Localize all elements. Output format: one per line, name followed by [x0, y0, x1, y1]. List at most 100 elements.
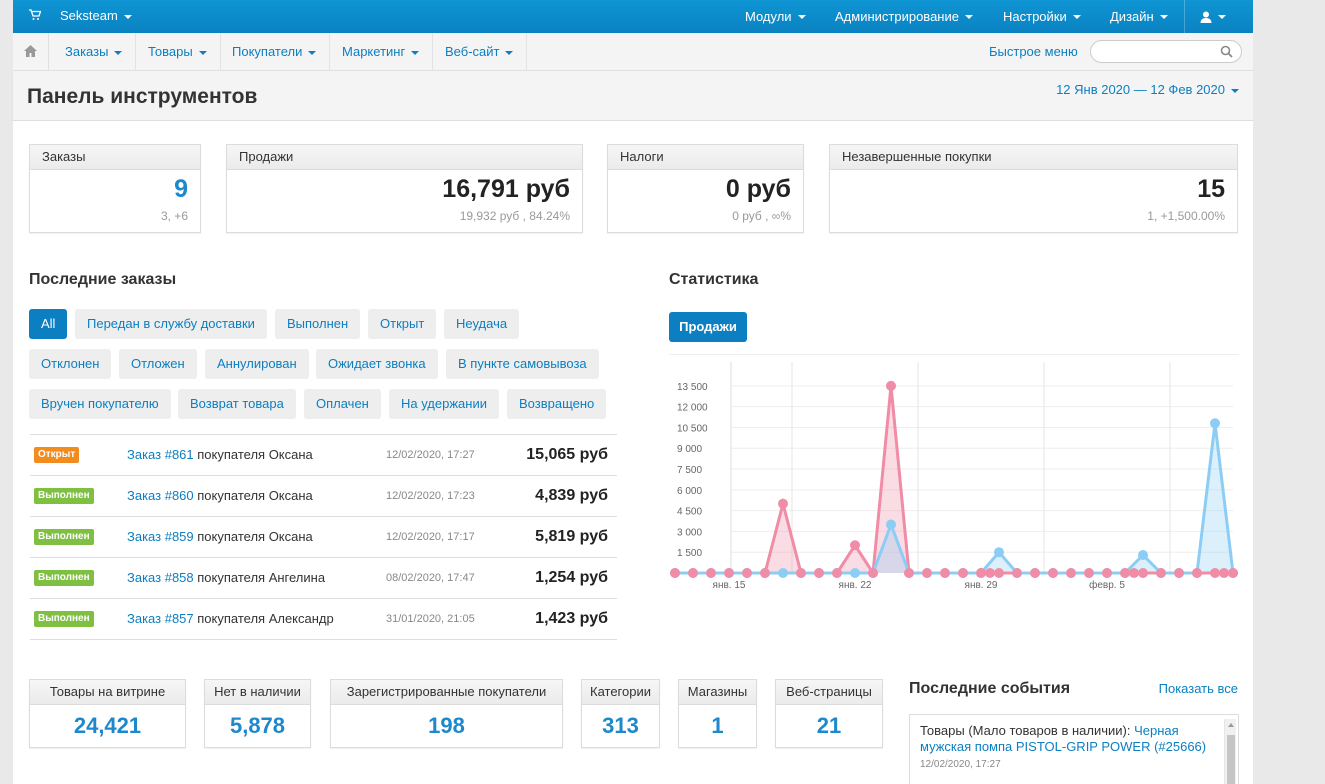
filter-pickup-point[interactable]: В пункте самовывоза [446, 349, 599, 379]
nav-marketing[interactable]: Маркетинг [329, 33, 434, 70]
order-link-text: Заказ #858 покупателя Ангелина [127, 570, 325, 585]
kpi-taxes[interactable]: Налоги 0 руб 0 руб , ∞% [607, 144, 804, 233]
data-point [796, 568, 806, 578]
kpi-orders[interactable]: Заказы 9 3, +6 [29, 144, 201, 233]
filter-paid[interactable]: Оплачен [304, 389, 381, 419]
kpi-label: Налоги [608, 145, 803, 170]
table-row[interactable]: Открыт Заказ #861 покупателя Оксана 12/0… [30, 435, 617, 476]
table-row[interactable]: Выполнен Заказ #860 покупателя Оксана 12… [30, 476, 617, 517]
order-customer: покупателя Оксана [197, 447, 313, 462]
scrollbar-thumb[interactable] [1227, 735, 1235, 784]
data-point [670, 568, 680, 578]
search-icon[interactable] [1220, 45, 1233, 58]
secondary-navbar: Заказы Товары Покупатели Маркетинг Веб-с… [13, 33, 1253, 71]
user-menu[interactable] [1200, 0, 1226, 33]
scroll-up-icon[interactable] [1228, 723, 1234, 727]
data-point [850, 568, 860, 578]
order-link[interactable]: Заказ #859 [127, 529, 194, 544]
order-link[interactable]: Заказ #858 [127, 570, 194, 585]
chevron-down-icon [114, 50, 123, 55]
stat-registered-customers[interactable]: Зарегистрированные покупатели 198 [330, 679, 563, 748]
chevron-down-icon [123, 14, 132, 19]
filter-shipped[interactable]: Передан в службу доставки [75, 309, 267, 339]
sales-chart: 1 500 3 000 4 500 6 000 7 500 9 000 10 500 12 0… [669, 353, 1239, 599]
menu-settings[interactable]: Настройки [1003, 0, 1081, 33]
filter-returned-goods[interactable]: Возврат товара [178, 389, 296, 419]
kpi-value: 15 [1197, 175, 1225, 203]
stat-label: Зарегистрированные покупатели [331, 680, 562, 705]
list-item: Товары (Мало товаров в наличии): Черная … [920, 723, 1210, 773]
home-button[interactable] [13, 33, 49, 70]
recent-orders-title: Последние заказы [29, 271, 177, 288]
filter-all[interactable]: All [29, 309, 68, 339]
table-row[interactable]: Выполнен Заказ #858 покупателя Ангелина … [30, 558, 617, 599]
cart-icon[interactable] [29, 9, 41, 21]
filter-refunded[interactable]: Возвращено [507, 389, 607, 419]
menu-administration[interactable]: Администрирование [835, 0, 973, 33]
search-input[interactable] [1101, 43, 1216, 61]
filter-completed[interactable]: Выполнен [275, 309, 361, 339]
chevron-down-icon [797, 14, 806, 19]
sales-chart-svg: 1 500 3 000 4 500 6 000 7 500 9 000 10 500 12 0… [669, 353, 1239, 591]
event-link[interactable]: Черная мужская помпа PISTOL-GRIP POWER (… [920, 723, 1207, 754]
y-tick-label: 1 500 [677, 548, 702, 559]
statistics-title: Статистика [669, 271, 759, 288]
data-point [1210, 568, 1220, 578]
stat-value: 24,421 [73, 713, 142, 738]
data-point [1066, 568, 1076, 578]
stat-label: Нет в наличии [205, 680, 310, 705]
data-point [1219, 568, 1229, 578]
tab-sales[interactable]: Продажи [669, 312, 747, 342]
filter-failed[interactable]: Неудача [444, 309, 520, 339]
order-total: 1,254 руб [535, 569, 608, 586]
order-date: 12/02/2020, 17:27 [386, 449, 475, 461]
stat-web-pages[interactable]: Веб-страницы 21 [775, 679, 883, 748]
nav-website[interactable]: Веб-сайт [432, 33, 528, 70]
stat-stores[interactable]: Магазины 1 [678, 679, 757, 748]
stat-categories[interactable]: Категории 313 [581, 679, 660, 748]
date-range-picker[interactable]: 12 Янв 2020 — 12 Фев 2020 [1056, 82, 1239, 97]
y-tick-label: 4 500 [677, 507, 702, 518]
stat-label: Товары на витрине [30, 680, 185, 705]
table-row[interactable]: Выполнен Заказ #857 покупателя Александр… [30, 599, 617, 640]
data-point [1120, 568, 1130, 578]
nav-products[interactable]: Товары [135, 33, 221, 70]
menu-design-label: Дизайн [1110, 9, 1154, 24]
filter-cancelled[interactable]: Аннулирован [205, 349, 309, 379]
filter-backordered[interactable]: Отложен [119, 349, 197, 379]
menu-design[interactable]: Дизайн [1110, 0, 1168, 33]
kpi-abandoned-carts[interactable]: Незавершенные покупки 15 1, +1,500.00% [829, 144, 1238, 233]
order-link[interactable]: Заказ #860 [127, 488, 194, 503]
store-switcher[interactable]: Seksteam [60, 8, 132, 23]
quick-menu-link[interactable]: Быстрое меню [989, 44, 1078, 59]
filter-delivered[interactable]: Вручен покупателю [29, 389, 171, 419]
stat-value: 5,878 [229, 713, 286, 738]
stat-showcase-products[interactable]: Товары на витрине 24,421 [29, 679, 186, 748]
order-link[interactable]: Заказ #857 [127, 611, 194, 626]
order-link-text: Заказ #860 покупателя Оксана [127, 488, 313, 503]
filter-declined[interactable]: Отклонен [29, 349, 112, 379]
recent-orders-table: Открыт Заказ #861 покупателя Оксана 12/0… [30, 434, 617, 640]
nav-customers[interactable]: Покупатели [219, 33, 331, 70]
show-all-events-link[interactable]: Показать все [1158, 681, 1238, 696]
data-point [724, 568, 734, 578]
order-customer: покупателя Александр [197, 611, 334, 626]
events-scrollbar[interactable] [1224, 719, 1236, 784]
filter-awaiting-call[interactable]: Ожидает звонка [316, 349, 438, 379]
nav-orders[interactable]: Заказы [52, 33, 137, 70]
table-row[interactable]: Выполнен Заказ #859 покупателя Оксана 12… [30, 517, 617, 558]
stat-out-of-stock[interactable]: Нет в наличии 5,878 [204, 679, 311, 748]
x-tick-label: янв. 29 [965, 580, 998, 591]
menu-modules[interactable]: Модули [745, 0, 806, 33]
data-point [814, 568, 824, 578]
filter-open[interactable]: Открыт [368, 309, 437, 339]
y-tick-label: 9 000 [677, 444, 702, 455]
kpi-sales[interactable]: Продажи 16,791 руб 19,932 руб , 84.24% [226, 144, 583, 233]
filter-on-hold[interactable]: На удержании [389, 389, 499, 419]
order-link[interactable]: Заказ #861 [127, 447, 194, 462]
series-line [675, 423, 1235, 575]
y-tick-label: 3 000 [677, 527, 702, 538]
data-point [886, 519, 896, 530]
event-date: 12/02/2020, 17:27 [920, 759, 1001, 770]
kpi-label: Продажи [227, 145, 582, 170]
